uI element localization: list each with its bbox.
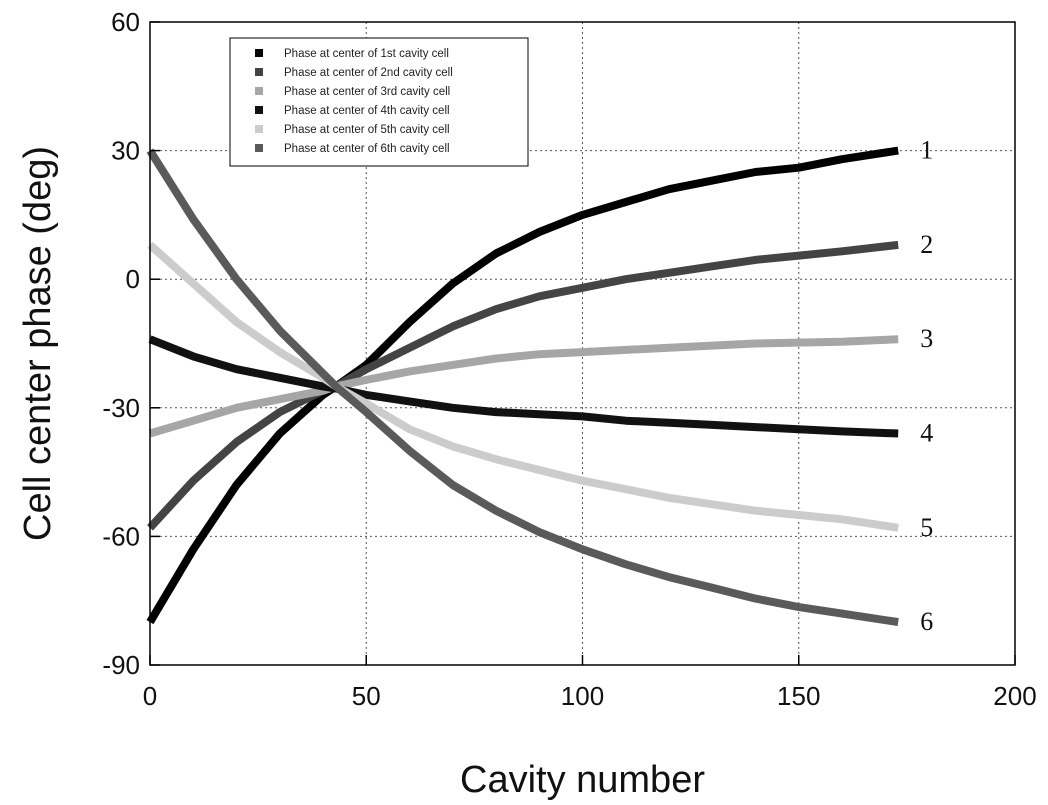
x-tick-label: 200 [993, 681, 1036, 711]
y-axis-title: Cell center phase (deg) [17, 146, 59, 541]
series-end-labels: 1 2 3 4 5 6 [920, 136, 933, 637]
series-line-3 [148, 335, 899, 438]
series-layer [146, 146, 899, 627]
legend-box [229, 37, 529, 167]
legend-entry-4: Phase at center of 4th cavity cell [284, 105, 450, 117]
axis-ticks [149, 21, 1016, 666]
y-tick-label: -30 [102, 393, 140, 423]
legend-entry-5: Phase at center of 5th cavity cell [284, 124, 450, 136]
series-line-5 [147, 241, 899, 532]
legend: Phase at center of 1st cavity cell Phase … [229, 37, 529, 167]
series-end-label-2: 2 [920, 230, 933, 259]
y-tick-label: -90 [102, 650, 140, 680]
legend-entry-3: Phase at center of 3rd cavity cell [284, 86, 450, 98]
series-end-label-4: 4 [920, 419, 933, 448]
legend-entry-2: Phase at center of 2nd cavity cell [284, 67, 453, 79]
series-end-label-6: 6 [920, 607, 933, 636]
series-line-6 [146, 148, 899, 627]
series-line-4 [148, 335, 899, 438]
y-tick-label: -60 [102, 521, 140, 551]
series-line-2 [147, 240, 899, 531]
series-end-label-5: 5 [920, 513, 933, 542]
x-tick-label: 50 [352, 681, 381, 711]
x-tick-label: 100 [561, 681, 604, 711]
series-end-label-1: 1 [920, 136, 933, 165]
y-tick-label: 60 [111, 7, 140, 37]
series-line-1 [146, 146, 899, 625]
legend-marker-3 [255, 87, 263, 95]
x-axis-title: Cavity number [460, 759, 705, 801]
legend-marker-4 [255, 106, 263, 114]
tick-labels: 0 50 100 150 200 -90 -60 -30 0 30 60 [102, 7, 1036, 711]
legend-marker-2 [255, 68, 263, 76]
legend-marker-1 [255, 49, 263, 57]
legend-marker-6 [255, 144, 263, 152]
x-tick-label: 0 [143, 681, 157, 711]
legend-entry-6: Phase at center of 6th cavity cell [284, 143, 450, 155]
x-tick-label: 150 [777, 681, 820, 711]
y-tick-label: 0 [126, 264, 140, 294]
legend-entry-1: Phase at center of 1st cavity cell [284, 48, 449, 60]
grid [150, 22, 1015, 665]
legend-marker-5 [255, 125, 263, 133]
series-end-label-3: 3 [920, 324, 933, 353]
y-tick-label: 30 [111, 136, 140, 166]
